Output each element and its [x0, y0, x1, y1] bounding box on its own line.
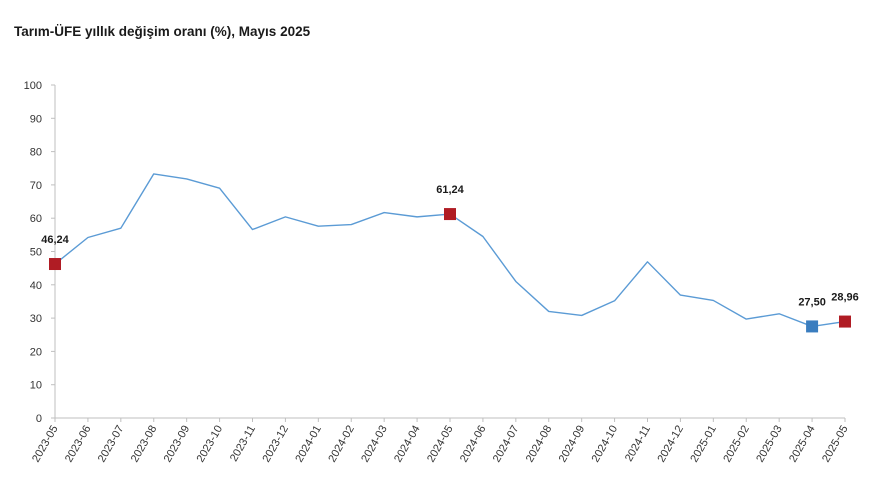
- y-tick-label: 100: [24, 80, 42, 92]
- x-tick-label: 2024-08: [524, 424, 555, 465]
- x-tick-label: 2023-10: [195, 424, 226, 465]
- x-tick-label: 2024-02: [326, 424, 357, 465]
- x-tick-label: 2025-02: [721, 424, 752, 465]
- x-tick-label: 2024-06: [458, 423, 489, 464]
- x-tick-label: 2024-11: [623, 424, 653, 464]
- data-label: 46,24: [41, 234, 69, 246]
- x-tick-label: 2024-09: [557, 424, 588, 465]
- highlight-marker: [839, 315, 851, 328]
- y-tick-label: 50: [30, 247, 42, 259]
- x-tick-label: 2025-01: [688, 424, 719, 465]
- x-tick-label: 2025-05: [820, 424, 851, 465]
- y-tick-label: 60: [30, 213, 42, 225]
- highlight-marker: [806, 320, 819, 333]
- x-tick-label: 2025-04: [787, 424, 818, 465]
- x-tick-label: 2023-12: [260, 424, 291, 465]
- x-tick-label: 2025-03: [754, 424, 785, 465]
- x-tick-label: 2024-04: [392, 424, 423, 465]
- highlight-marker: [444, 208, 456, 221]
- x-tick-label: 2023-09: [162, 424, 193, 465]
- x-tick-label: 2024-03: [359, 424, 390, 465]
- y-tick-label: 80: [30, 147, 42, 159]
- y-tick-label: 20: [30, 346, 42, 358]
- x-tick-label: 2024-07: [491, 424, 522, 465]
- y-tick-label: 70: [30, 180, 42, 192]
- data-label: 27,50: [798, 296, 826, 308]
- x-tick-label: 2023-08: [129, 424, 160, 465]
- x-tick-label: 2023-07: [96, 424, 127, 465]
- x-tick-label: 2024-10: [590, 424, 621, 465]
- chart-title: Tarım-ÜFE yıllık değişim oranı (%), Mayı…: [14, 24, 311, 39]
- data-label: 28,96: [831, 292, 859, 304]
- data-label: 61,24: [436, 184, 464, 196]
- series-line: [54, 173, 846, 328]
- x-tick-label: 2023-05: [30, 424, 61, 465]
- x-tick-label: 2023-06: [63, 424, 94, 465]
- y-tick-label: 0: [36, 413, 42, 425]
- y-tick-label: 90: [30, 113, 42, 125]
- x-tick-label: 2024-12: [655, 424, 686, 465]
- y-tick-label: 30: [30, 313, 42, 325]
- x-tick-label: 2024-05: [425, 424, 456, 465]
- y-tick-label: 40: [30, 280, 42, 292]
- x-tick-label: 2023-11: [228, 424, 258, 464]
- highlight-marker: [49, 258, 61, 271]
- y-tick-label: 10: [30, 380, 42, 392]
- x-tick-label: 2024-01: [293, 424, 324, 465]
- highlight-markers: 46,24 61,24 27,50 28,96: [41, 184, 859, 333]
